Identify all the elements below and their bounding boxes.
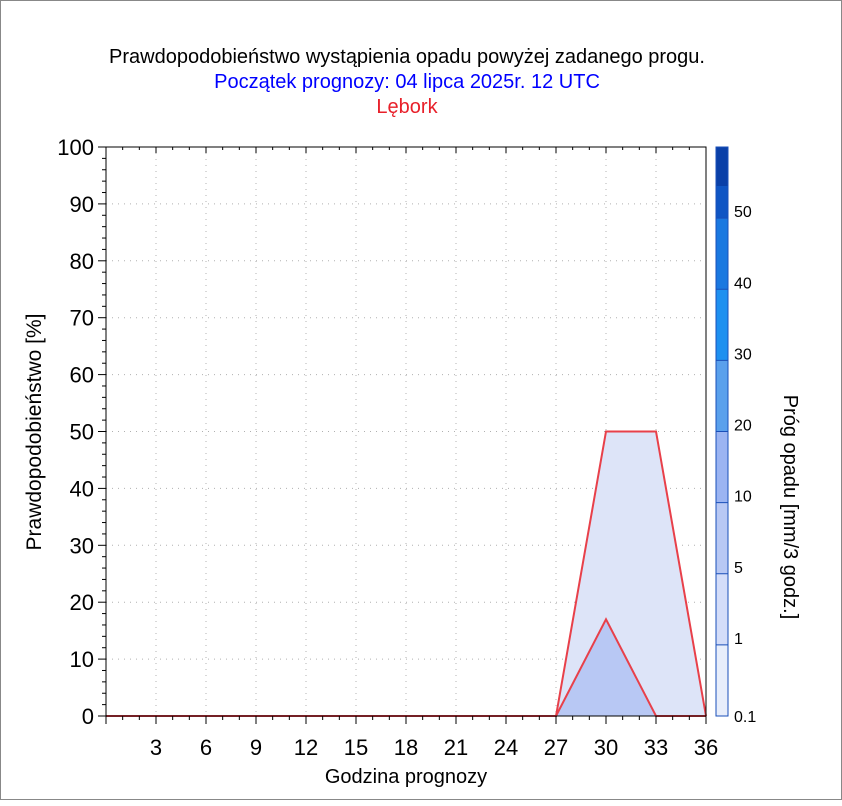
x-tick-label: 6 (200, 735, 212, 760)
colorbar-segment (716, 644, 728, 716)
colorbar-segment (716, 573, 728, 645)
x-tick-label: 30 (594, 735, 618, 760)
colorbar-segment-upper (716, 186, 728, 219)
colorbar-segment (716, 502, 728, 574)
colorbar-tick-label: 50 (734, 204, 752, 221)
colorbar-tick-label: 40 (734, 275, 752, 292)
y-tick-label: 50 (70, 420, 94, 445)
x-tick-label: 15 (344, 735, 368, 760)
colorbar-segment (716, 289, 728, 361)
y-tick-label: 80 (70, 249, 94, 274)
y-tick-label: 90 (70, 192, 94, 217)
x-tick-label: 27 (544, 735, 568, 760)
colorbar-tick-label: 0.1 (734, 709, 756, 726)
y-tick-label: 30 (70, 533, 94, 558)
y-tick-label: 60 (70, 363, 94, 388)
colorbar-tick-label: 20 (734, 418, 752, 435)
colorbar-tick-label: 1 (734, 631, 743, 648)
colorbar-segment-top (716, 147, 728, 187)
x-tick-label: 24 (494, 735, 518, 760)
colorbar-segment (716, 218, 728, 290)
x-tick-label: 18 (394, 735, 418, 760)
area-series-1 (106, 619, 706, 716)
chart-title: Prawdopodobieństwo wystąpienia opadu pow… (109, 46, 705, 68)
colorbar-label: Próg opadu [mm/3 godz.] (779, 395, 801, 620)
x-tick-label: 12 (294, 735, 318, 760)
area-series-0 (106, 431, 706, 716)
colorbar-tick-label: 30 (734, 346, 752, 363)
chart-location: Lębork (376, 96, 438, 118)
colorbar-tick-label: 10 (734, 489, 752, 506)
x-axis-label: Godzina prognozy (325, 766, 487, 788)
y-tick-label: 10 (70, 647, 94, 672)
y-tick-label: 100 (57, 135, 94, 160)
y-tick-label: 40 (70, 476, 94, 501)
colorbar-segment (716, 431, 728, 503)
x-tick-label: 36 (694, 735, 718, 760)
colorbar-segment (716, 360, 728, 432)
y-tick-label: 70 (70, 306, 94, 331)
x-tick-label: 21 (444, 735, 468, 760)
x-tick-label: 9 (250, 735, 262, 760)
y-tick-label: 20 (70, 590, 94, 615)
y-axis-label: Prawdopodobieństwo [%] (23, 314, 46, 551)
x-tick-label: 33 (644, 735, 668, 760)
y-tick-label: 0 (82, 704, 94, 729)
chart-subtitle: Początek prognozy: 04 lipca 2025r. 12 UT… (214, 71, 600, 93)
x-tick-label: 3 (150, 735, 162, 760)
colorbar-tick-label: 5 (734, 560, 743, 577)
